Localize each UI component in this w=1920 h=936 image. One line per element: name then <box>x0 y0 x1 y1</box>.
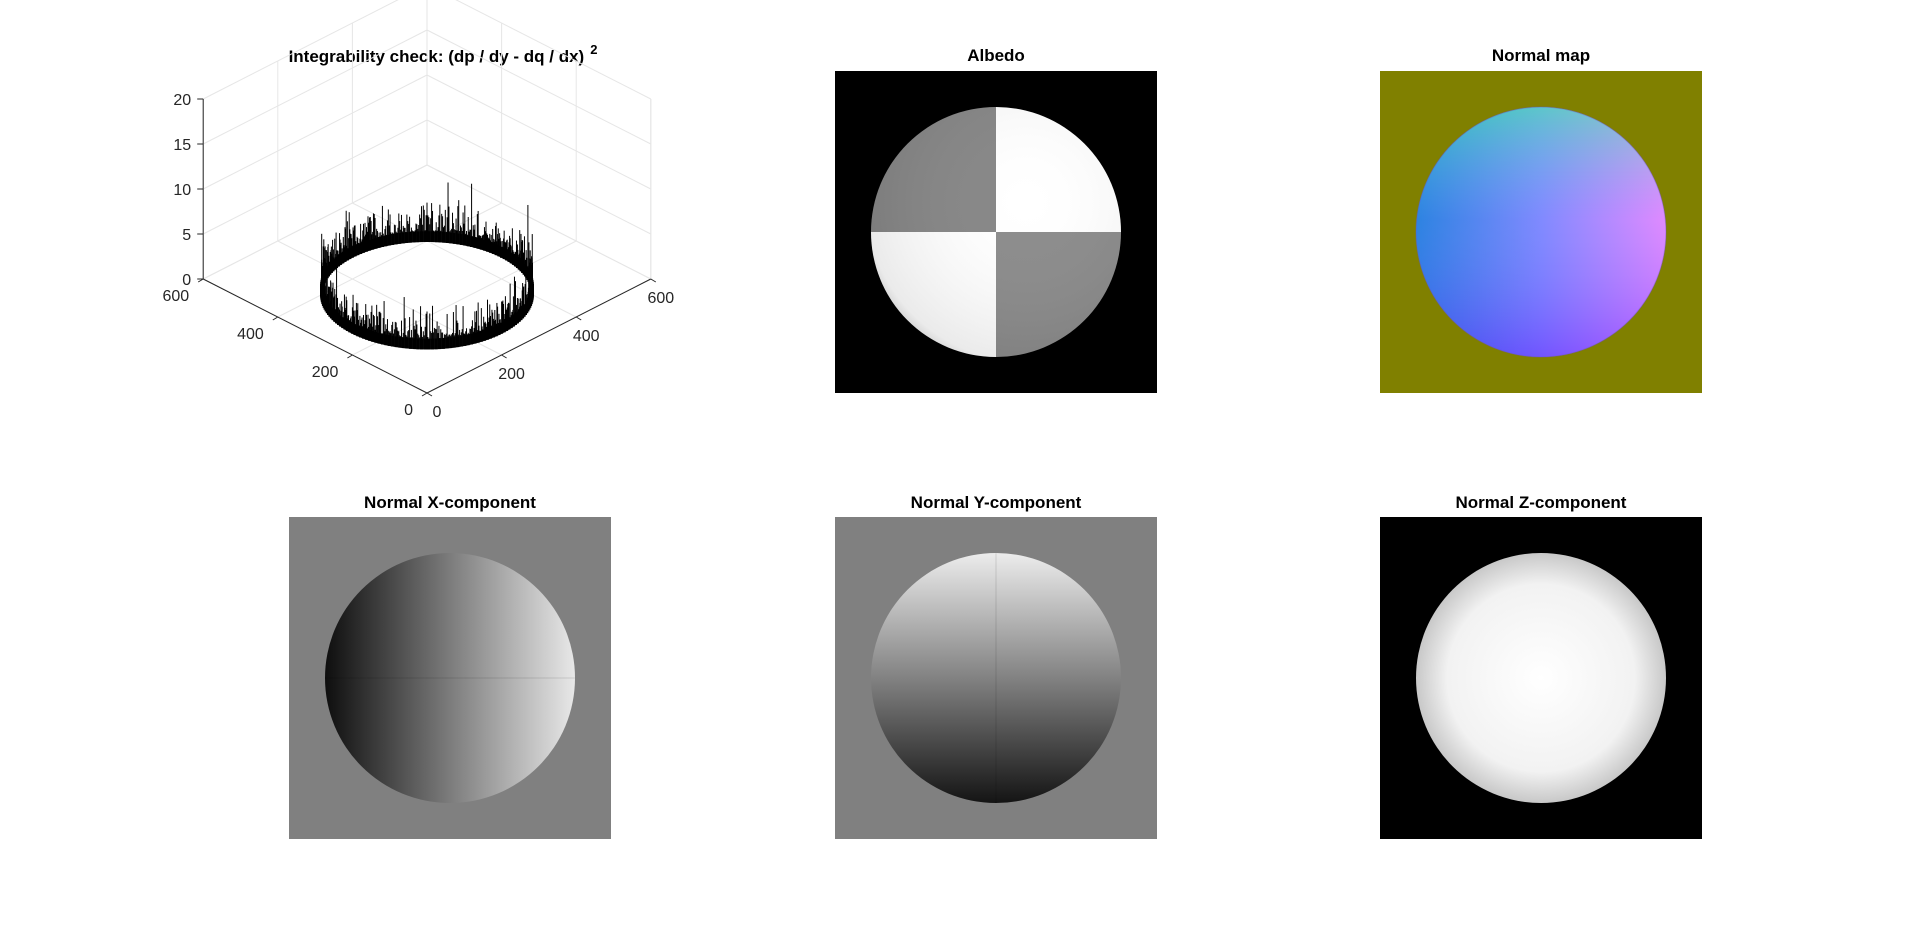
y-tick-label: 0 <box>404 402 413 419</box>
z-tick-label: 5 <box>182 227 191 244</box>
grid-line-z-side <box>455 0 652 100</box>
x-tick-mark <box>650 278 657 283</box>
y-tick-mark <box>347 354 353 359</box>
normal-y-image <box>835 517 1157 839</box>
x-axis-line <box>426 278 652 394</box>
grid-line-z-back <box>202 0 399 100</box>
grid-line-z-side <box>426 29 652 145</box>
x-tick-mark <box>575 316 582 321</box>
grid-line-z-back <box>202 119 428 235</box>
grid-line-z-back <box>202 29 428 145</box>
x-tick-label: 200 <box>498 366 525 383</box>
albedo-title: Albedo <box>967 46 1025 65</box>
y-tick-label: 200 <box>312 364 339 381</box>
normal-z-image <box>1380 517 1702 839</box>
grid-line-z-side <box>426 164 652 280</box>
x-tick-label: 600 <box>647 290 674 307</box>
bar-series <box>320 182 534 350</box>
normal-map-image <box>1380 71 1702 393</box>
grid-line-y <box>277 202 502 318</box>
normal-map-sphere <box>1415 106 1667 358</box>
z-tick-label: 15 <box>173 137 191 154</box>
y-tick-label: 400 <box>237 326 264 343</box>
normal-x-title: Normal X-component <box>364 493 536 512</box>
albedo-image <box>835 71 1157 393</box>
axes-lines <box>197 98 657 397</box>
integrability-3d-plot: Integrability check: (dp / dy - dq / dx)… <box>162 0 674 421</box>
z-tick-label: 20 <box>173 92 191 109</box>
x-tick-mark <box>501 354 507 359</box>
grid-line-z-side <box>426 74 652 190</box>
normal-y-sphere <box>871 553 1121 803</box>
x-tick-label: 0 <box>433 404 442 421</box>
grid-line-z-back <box>202 164 428 280</box>
integrability-title: Integrability check: (dp / dy - dq / dx)… <box>289 42 598 66</box>
y-axis-line <box>202 278 428 394</box>
grid-line-z-back <box>202 74 428 190</box>
normal-z-title: Normal Z-component <box>1455 493 1627 512</box>
y-tick-mark <box>421 392 428 397</box>
x-tick-mark <box>426 392 433 397</box>
normal-z-sphere <box>1416 553 1666 803</box>
x-tick-label: 400 <box>573 328 600 345</box>
normal-map-title: Normal map <box>1491 46 1591 65</box>
z-tick-label: 10 <box>173 182 191 199</box>
normal-y-title: Normal Y-component <box>910 493 1082 512</box>
grid-line-x <box>352 202 577 318</box>
normal-x-image <box>289 517 611 839</box>
y-tick-label: 600 <box>162 288 189 305</box>
grid-line-z-side <box>426 119 652 235</box>
z-tick-label: 0 <box>182 272 191 289</box>
y-tick-mark <box>272 316 279 321</box>
normal-x-sphere <box>325 553 575 803</box>
